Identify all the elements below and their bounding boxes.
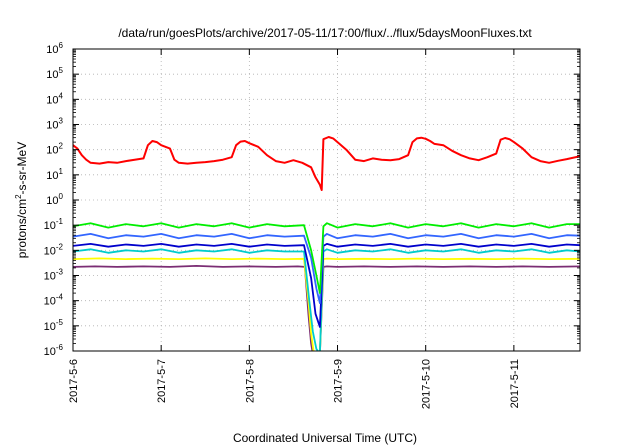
- y-tick-exponent: 3: [59, 117, 64, 126]
- y-axis-title-sup: 2: [14, 194, 23, 199]
- y-tick-label: 101: [46, 167, 63, 182]
- y-tick-label: 10-2: [44, 242, 64, 257]
- y-tick-base: 10: [46, 94, 58, 106]
- x-tick-label: 2017-5-6: [68, 359, 80, 403]
- y-tick-exponent: -3: [56, 268, 64, 277]
- y-tick-label: 10-1: [44, 217, 64, 232]
- y-tick-exponent: 1: [59, 167, 64, 176]
- y-tick-base: 10: [44, 296, 56, 308]
- series-line-1: [73, 257, 580, 351]
- x-tick-label: 2017-5-7: [156, 359, 168, 403]
- y-axis-title-base: protons/cm: [15, 199, 29, 258]
- x-tick-labels: 2017-5-6 2017-5-7 2017-5-8 2017-5-9 2017-5-1…: [68, 359, 521, 409]
- y-tick-label: 105: [46, 66, 63, 81]
- y-tick-label: 10-5: [44, 318, 64, 333]
- series-line-5: [73, 222, 580, 295]
- y-tick-label: 100: [46, 192, 63, 207]
- y-axis-title-rest: -s-sr-MeV: [15, 142, 29, 195]
- y-tick-base: 10: [46, 44, 58, 56]
- y-tick-base: 10: [44, 271, 56, 283]
- y-tick-base: 10: [46, 195, 58, 207]
- series-line-0: [73, 264, 580, 351]
- y-tick-exponent: 5: [59, 66, 64, 75]
- y-tick-exponent: -1: [56, 217, 64, 226]
- y-tick-label: 106: [46, 41, 63, 56]
- y-tick-label: 10-4: [44, 293, 64, 308]
- y-tick-exponent: -5: [56, 318, 64, 327]
- y-tick-exponent: -2: [56, 242, 64, 251]
- y-tick-labels: 10-610-510-410-310-210-11001011021031041…: [44, 41, 64, 358]
- y-tick-base: 10: [46, 69, 58, 81]
- y-tick-label: 102: [46, 142, 63, 157]
- y-tick-exponent: 2: [59, 142, 64, 151]
- y-tick-base: 10: [44, 346, 56, 358]
- chart-title: /data/run/goesPlots/archive/2017-05-11/1…: [118, 26, 532, 40]
- y-tick-label: 10-6: [44, 343, 64, 358]
- y-tick-base: 10: [46, 120, 58, 132]
- grid: [73, 49, 580, 351]
- x-tick-label: 2017-5-10: [421, 359, 433, 409]
- x-axis-title: Coordinated Universal Time (UTC): [233, 431, 417, 445]
- y-tick-base: 10: [46, 145, 58, 157]
- y-tick-exponent: 6: [59, 41, 64, 50]
- y-tick-exponent: 4: [59, 91, 64, 100]
- y-tick-base: 10: [46, 170, 58, 182]
- y-tick-base: 10: [44, 245, 56, 257]
- y-axis-title: protons/cm2-s-sr-MeV: [14, 142, 29, 258]
- y-tick-label: 104: [46, 91, 63, 106]
- y-tick-label: 10-3: [44, 268, 64, 283]
- series-line-6: [73, 136, 580, 191]
- ticks: [72, 48, 580, 352]
- x-tick-label: 2017-5-11: [509, 359, 521, 408]
- y-tick-base: 10: [44, 321, 56, 333]
- y-tick-base: 10: [44, 220, 56, 232]
- series-group: [73, 136, 580, 351]
- y-tick-exponent: -4: [56, 293, 64, 302]
- x-tick-label: 2017-5-8: [244, 359, 256, 403]
- y-tick-exponent: 0: [59, 192, 64, 201]
- x-tick-label: 2017-5-9: [333, 359, 345, 403]
- series-line-2: [73, 248, 580, 351]
- series-line-3: [73, 242, 580, 328]
- y-tick-exponent: -6: [56, 343, 64, 352]
- y-tick-label: 103: [46, 117, 63, 132]
